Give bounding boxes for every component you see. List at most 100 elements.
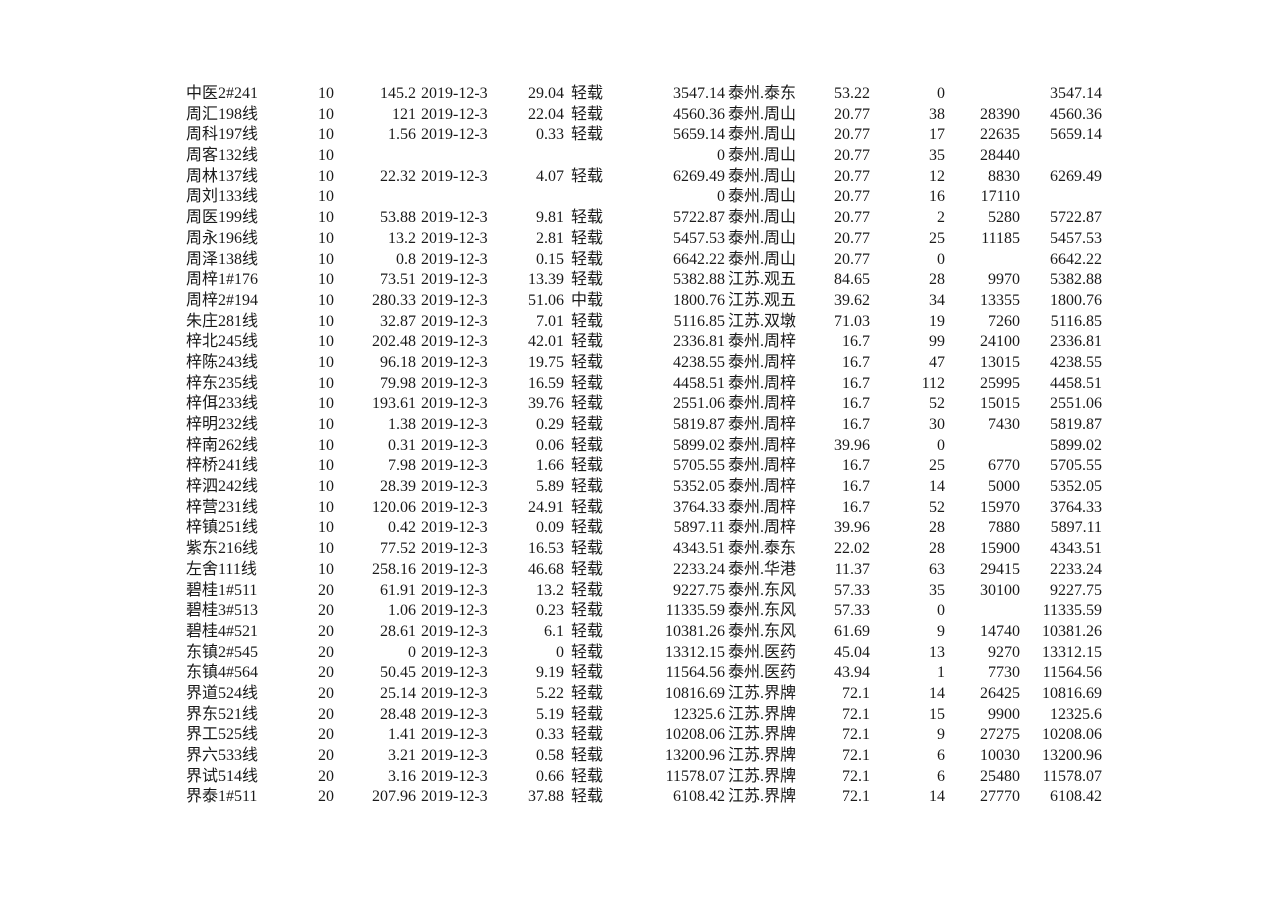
cell[interactable]: 10 (318, 333, 334, 351)
cell[interactable]: 泰州.东风 (728, 622, 797, 640)
cell[interactable]: 14740 (980, 622, 1020, 640)
cell[interactable]: 4560.36 (1050, 105, 1102, 123)
cell[interactable]: 2 (937, 209, 945, 227)
cell[interactable]: 72.1 (842, 684, 870, 702)
cell[interactable]: 10 (318, 416, 334, 433)
cell[interactable]: 26425 (980, 684, 1020, 702)
cell[interactable]: 6.1 (544, 622, 564, 640)
cell[interactable]: 10 (318, 271, 334, 289)
cell[interactable]: 轻载 (571, 250, 604, 268)
cell[interactable]: 轻载 (571, 478, 604, 496)
cell[interactable]: 10 (318, 105, 334, 123)
cell[interactable]: 6108.42 (1050, 788, 1102, 806)
cell[interactable]: 258.16 (372, 560, 416, 578)
cell[interactable]: 5819.87 (1050, 416, 1102, 433)
cell[interactable]: 0.42 (388, 519, 416, 537)
cell[interactable]: 84.65 (834, 271, 870, 289)
cell[interactable]: 轻载 (571, 167, 604, 185)
cell[interactable]: 53.22 (834, 85, 870, 102)
cell[interactable]: 2019-12-3 (421, 560, 488, 578)
cell[interactable]: 11185 (981, 229, 1020, 247)
cell[interactable]: 5722.87 (1050, 209, 1102, 227)
cell[interactable]: 5819.87 (673, 416, 725, 433)
cell[interactable]: 9900 (988, 705, 1020, 723)
cell[interactable]: 泰州.周梓 (728, 457, 797, 475)
cell[interactable]: 泰州.周山 (728, 188, 797, 206)
cell[interactable]: 13355 (980, 291, 1020, 309)
cell[interactable]: 泰州.周梓 (728, 374, 797, 392)
cell[interactable]: 2551.06 (1050, 395, 1102, 413)
cell[interactable]: 0 (937, 602, 945, 620)
cell[interactable]: 1800.76 (1050, 291, 1102, 309)
cell[interactable]: 5899.02 (1050, 436, 1102, 454)
cell[interactable]: 泰州.周山 (728, 147, 797, 165)
cell[interactable]: 10030 (980, 747, 1020, 764)
cell[interactable]: 2019-12-3 (421, 457, 488, 475)
cell[interactable]: 轻载 (571, 540, 604, 558)
cell[interactable]: 0.33 (536, 726, 564, 744)
cell[interactable]: 5899.02 (673, 436, 725, 454)
cell[interactable]: 10 (318, 560, 334, 578)
cell[interactable]: 12325.6 (1050, 705, 1102, 723)
cell[interactable]: 梓营231线 (186, 498, 259, 516)
cell[interactable]: 13.2 (536, 581, 564, 599)
cell[interactable]: 周客132线 (186, 147, 259, 165)
cell[interactable]: 泰州.周山 (728, 105, 797, 123)
cell[interactable]: 梓佴233线 (186, 395, 259, 413)
cell[interactable]: 20 (318, 747, 334, 764)
cell[interactable]: 10208.06 (665, 726, 725, 744)
cell[interactable]: 2019-12-3 (421, 540, 488, 558)
cell[interactable]: 15 (929, 705, 945, 723)
cell[interactable]: 2233.24 (1050, 560, 1102, 578)
cell[interactable]: 周林137线 (186, 167, 259, 185)
cell[interactable]: 泰州.周梓 (728, 333, 797, 351)
cell[interactable]: 2019-12-3 (421, 436, 488, 454)
cell[interactable]: 轻载 (571, 622, 604, 640)
cell[interactable]: 28.39 (380, 478, 416, 496)
cell[interactable]: 碧桂3#513 (186, 602, 259, 620)
cell[interactable]: 96.18 (380, 353, 416, 371)
cell[interactable]: 39.62 (834, 291, 870, 309)
cell[interactable]: 周梓1#176 (186, 271, 259, 289)
cell[interactable]: 10 (318, 498, 334, 516)
cell[interactable]: 6642.22 (673, 250, 725, 268)
cell[interactable]: 20.77 (834, 167, 870, 185)
cell[interactable]: 江苏.界牌 (728, 788, 797, 806)
cell[interactable]: 5705.55 (673, 457, 725, 475)
cell[interactable]: 轻载 (571, 126, 604, 144)
cell[interactable]: 泰州.医药 (728, 643, 797, 661)
cell[interactable]: 22635 (980, 126, 1020, 144)
cell[interactable]: 左舍111线 (186, 560, 257, 578)
cell[interactable]: 梓镇251线 (186, 519, 259, 537)
cell[interactable]: 20.77 (834, 126, 870, 144)
cell[interactable]: 73.51 (380, 271, 416, 289)
cell[interactable]: 10 (318, 436, 334, 454)
cell[interactable]: 轻载 (571, 271, 604, 289)
cell[interactable]: 4238.55 (1050, 353, 1102, 371)
cell[interactable]: 22.32 (380, 167, 416, 185)
cell[interactable]: 5659.14 (673, 126, 725, 144)
cell[interactable] (416, 146, 498, 167)
cell[interactable]: 2336.81 (673, 333, 725, 351)
cell[interactable]: 9.19 (536, 664, 564, 682)
cell[interactable]: 轻载 (571, 457, 604, 475)
cell[interactable]: 4.07 (536, 167, 564, 185)
cell[interactable]: 39.96 (834, 519, 870, 537)
cell[interactable]: 0.06 (536, 436, 564, 454)
cell[interactable]: 35 (929, 581, 945, 599)
cell[interactable]: 202.48 (372, 333, 416, 351)
cell[interactable]: 泰州.泰东 (728, 85, 797, 102)
cell[interactable]: 79.98 (380, 374, 416, 392)
cell[interactable]: 轻载 (571, 85, 604, 102)
cell[interactable]: 10 (318, 209, 334, 227)
cell[interactable]: 2.81 (536, 229, 564, 247)
cell[interactable]: 19.75 (528, 353, 564, 371)
cell[interactable]: 中载 (571, 291, 604, 309)
cell[interactable] (945, 84, 1020, 105)
cell[interactable]: 77.52 (380, 540, 416, 558)
cell[interactable]: 5457.53 (673, 229, 725, 247)
cell[interactable]: 42.01 (528, 333, 564, 351)
cell[interactable]: 江苏.界牌 (728, 705, 797, 723)
cell[interactable]: 11335.59 (665, 602, 725, 620)
cell[interactable]: 13015 (980, 353, 1020, 371)
